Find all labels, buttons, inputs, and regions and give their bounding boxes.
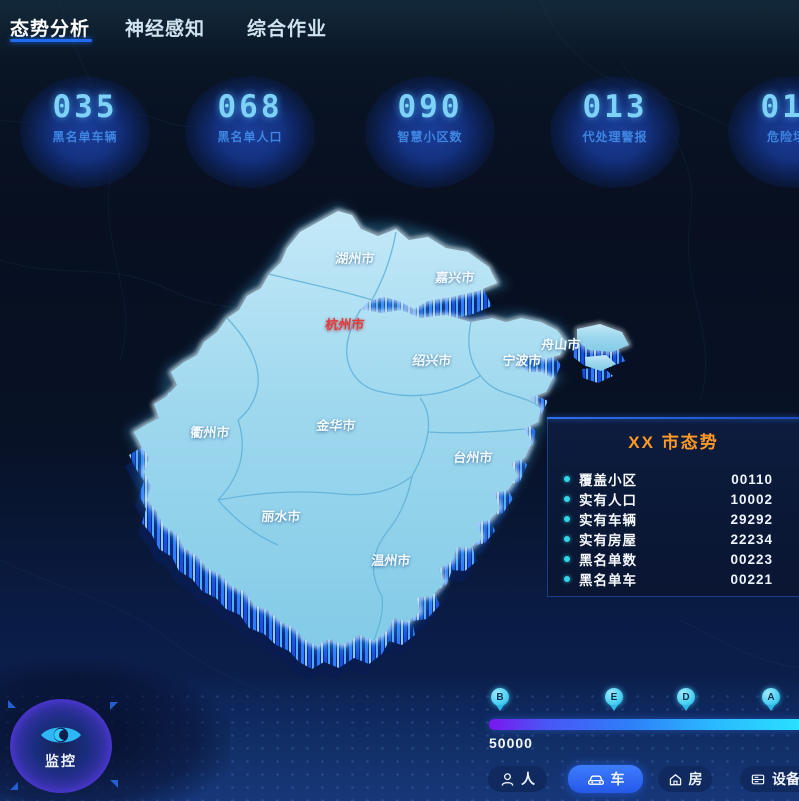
city-situation-panel: XX 市态势 覆盖小区 00110 实有人口 10002 实有车辆 29292 … [547, 417, 799, 597]
timeline-marker-d[interactable]: D [676, 688, 696, 714]
marker-pin-icon: A [762, 688, 780, 706]
tab-comprehensive-operations[interactable]: 综合作业 [247, 19, 328, 40]
counter-smart-communities: 090 智慧小区数 [360, 76, 500, 188]
row-label: 实有人口 [579, 493, 637, 508]
filter-house-button[interactable]: 房 [658, 766, 712, 792]
bullet-icon [564, 536, 570, 542]
counter-value: 035 [52, 89, 118, 125]
counter-value: 013 [582, 89, 648, 125]
counter-label: 智慧小区数 [397, 130, 463, 144]
zhoushan-islands[interactable] [573, 322, 632, 383]
panel-row-blacklist-vehicles: 黑名单车 00221 [548, 569, 799, 589]
marker-pin-icon: B [491, 688, 509, 706]
panel-row-actual-population: 实有人口 10002 [548, 489, 799, 509]
counter-blacklist-vehicles: 035 黑名单车辆 [15, 76, 155, 188]
counter-label: 代处理警报 [582, 130, 648, 144]
panel-row-actual-vehicles: 实有车辆 29292 [548, 509, 799, 529]
timeline-slider[interactable] [489, 719, 799, 730]
row-label: 实有房屋 [579, 533, 637, 548]
tab-situation-analysis[interactable]: 态势分析 [10, 19, 91, 40]
marker-pointer [767, 705, 775, 711]
city-label-jiaxing[interactable]: 嘉兴市 [434, 270, 476, 285]
counter-glow-ring [185, 76, 315, 188]
row-value: 22234 [730, 531, 773, 547]
row-label: 覆盖小区 [579, 473, 637, 488]
tab-neural-perception[interactable]: 神经感知 [125, 19, 206, 40]
counter-pending-alerts: 013 代处理警报 [545, 76, 685, 188]
timeline-marker-a[interactable]: A [761, 688, 781, 714]
city-boundaries [217, 231, 542, 641]
eye-icon [41, 727, 81, 743]
marker-pointer [496, 705, 504, 711]
timeline-value: 50000 [489, 735, 533, 751]
row-label: 实有车辆 [579, 513, 637, 528]
decorative-triangle [10, 782, 18, 790]
filter-label: 设备 [772, 771, 799, 787]
topbar-background [0, 0, 799, 64]
counter-value: 090 [397, 89, 463, 125]
counter-glow-ring [20, 76, 150, 188]
counter-blacklist-population: 068 黑名单人口 [180, 76, 320, 188]
marker-pointer [610, 705, 618, 711]
city-label-lishui[interactable]: 丽水市 [260, 509, 302, 524]
panel-row-actual-houses: 实有房屋 22234 [548, 529, 799, 549]
row-label: 黑名单车 [579, 573, 637, 588]
bullet-icon [564, 476, 570, 482]
counter-dangerous-places: 019 危险场所 [723, 76, 799, 188]
row-value: 10002 [730, 491, 773, 507]
monitor-button[interactable]: 监控 [10, 699, 112, 793]
panel-rows: 覆盖小区 00110 实有人口 10002 实有车辆 29292 实有房屋 22… [548, 469, 799, 589]
decorative-triangle [8, 700, 16, 708]
timeline-marker-e[interactable]: E [604, 688, 624, 714]
counter-label: 黑名单人口 [217, 130, 283, 144]
panel-row-covered-communities: 覆盖小区 00110 [548, 469, 799, 489]
filter-label: 车 [610, 771, 625, 787]
row-label: 黑名单数 [579, 553, 637, 568]
row-value: 00223 [730, 551, 773, 567]
panel-row-blacklist-count: 黑名单数 00223 [548, 549, 799, 569]
counter-glow-ring [365, 76, 495, 188]
city-label-shaoxing[interactable]: 绍兴市 [411, 353, 453, 368]
bullet-icon [564, 496, 570, 502]
row-value: 29292 [730, 511, 773, 527]
active-tab-underline [10, 39, 92, 42]
counter-value: 068 [217, 89, 283, 125]
filter-device-button[interactable]: 设备 [740, 766, 799, 792]
marker-pin-icon: E [605, 688, 623, 706]
row-value: 00110 [731, 471, 773, 487]
city-label-wenzhou[interactable]: 温州市 [370, 553, 412, 568]
filter-person-button[interactable]: 人 [488, 766, 547, 792]
city-label-hangzhou[interactable]: 杭州市 [324, 317, 366, 332]
city-label-zhoushan[interactable]: 舟山市 [540, 337, 582, 352]
marker-pointer [682, 705, 690, 711]
counter-label: 黑名单车辆 [52, 130, 118, 144]
house-icon [669, 773, 681, 785]
monitor-label: 监控 [45, 753, 77, 769]
map-land[interactable] [134, 211, 566, 646]
city-label-huzhou[interactable]: 湖州市 [334, 251, 376, 266]
decorative-triangle [110, 780, 118, 788]
bullet-icon [564, 576, 570, 582]
counter-glow-ring [550, 76, 680, 188]
filter-vehicle-button[interactable]: 车 [568, 765, 643, 793]
city-label-quzhou[interactable]: 衢州市 [189, 425, 231, 440]
filter-label: 房 [688, 771, 703, 787]
bullet-icon [564, 556, 570, 562]
counter-label: 危险场所 [766, 130, 799, 144]
counter-value: 019 [760, 89, 799, 125]
panel-title: XX 市态势 [628, 433, 719, 452]
decorative-triangle [110, 702, 118, 710]
city-label-taizhou[interactable]: 台州市 [452, 450, 494, 465]
row-value: 00221 [730, 571, 773, 587]
car-icon [587, 775, 604, 785]
filter-label: 人 [521, 771, 535, 787]
device-icon [751, 774, 765, 784]
marker-pin-icon: D [677, 688, 695, 706]
timeline-marker-b[interactable]: B [490, 688, 510, 714]
city-label-jinhua[interactable]: 金华市 [315, 418, 357, 433]
bullet-icon [564, 516, 570, 522]
person-icon [501, 772, 514, 786]
